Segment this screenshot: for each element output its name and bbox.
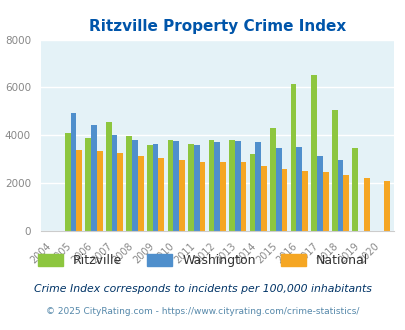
Text: © 2025 CityRating.com - https://www.cityrating.com/crime-statistics/: © 2025 CityRating.com - https://www.city…: [46, 307, 359, 315]
Bar: [384, 181, 389, 231]
Bar: [76, 150, 82, 231]
Bar: [270, 128, 275, 231]
Bar: [147, 145, 152, 231]
Bar: [70, 113, 76, 231]
Bar: [117, 153, 123, 231]
Bar: [301, 171, 307, 231]
Bar: [85, 138, 91, 231]
Bar: [126, 137, 132, 231]
Bar: [234, 141, 240, 231]
Bar: [311, 76, 316, 231]
Bar: [173, 141, 179, 231]
Bar: [255, 143, 260, 231]
Bar: [138, 156, 143, 231]
Bar: [65, 133, 70, 231]
Bar: [91, 124, 97, 231]
Bar: [331, 110, 337, 231]
Bar: [199, 162, 205, 231]
Bar: [290, 84, 296, 231]
Bar: [228, 140, 234, 231]
Bar: [97, 151, 102, 231]
Bar: [363, 178, 369, 231]
Bar: [214, 143, 220, 231]
Bar: [343, 175, 348, 231]
Bar: [220, 162, 225, 231]
Bar: [193, 145, 199, 231]
Text: Crime Index corresponds to incidents per 100,000 inhabitants: Crime Index corresponds to incidents per…: [34, 284, 371, 294]
Bar: [337, 160, 343, 231]
Bar: [352, 148, 357, 231]
Bar: [240, 162, 246, 231]
Bar: [296, 147, 301, 231]
Bar: [132, 140, 138, 231]
Bar: [152, 144, 158, 231]
Bar: [316, 156, 322, 231]
Bar: [179, 160, 184, 231]
Bar: [275, 148, 281, 231]
Bar: [281, 169, 287, 231]
Bar: [208, 140, 214, 231]
Bar: [106, 122, 111, 231]
Bar: [158, 158, 164, 231]
Bar: [322, 172, 328, 231]
Bar: [111, 135, 117, 231]
Title: Ritzville Property Crime Index: Ritzville Property Crime Index: [88, 19, 345, 34]
Bar: [260, 166, 266, 231]
Bar: [249, 154, 255, 231]
Bar: [167, 140, 173, 231]
Legend: Ritzville, Washington, National: Ritzville, Washington, National: [34, 250, 371, 271]
Bar: [188, 144, 193, 231]
